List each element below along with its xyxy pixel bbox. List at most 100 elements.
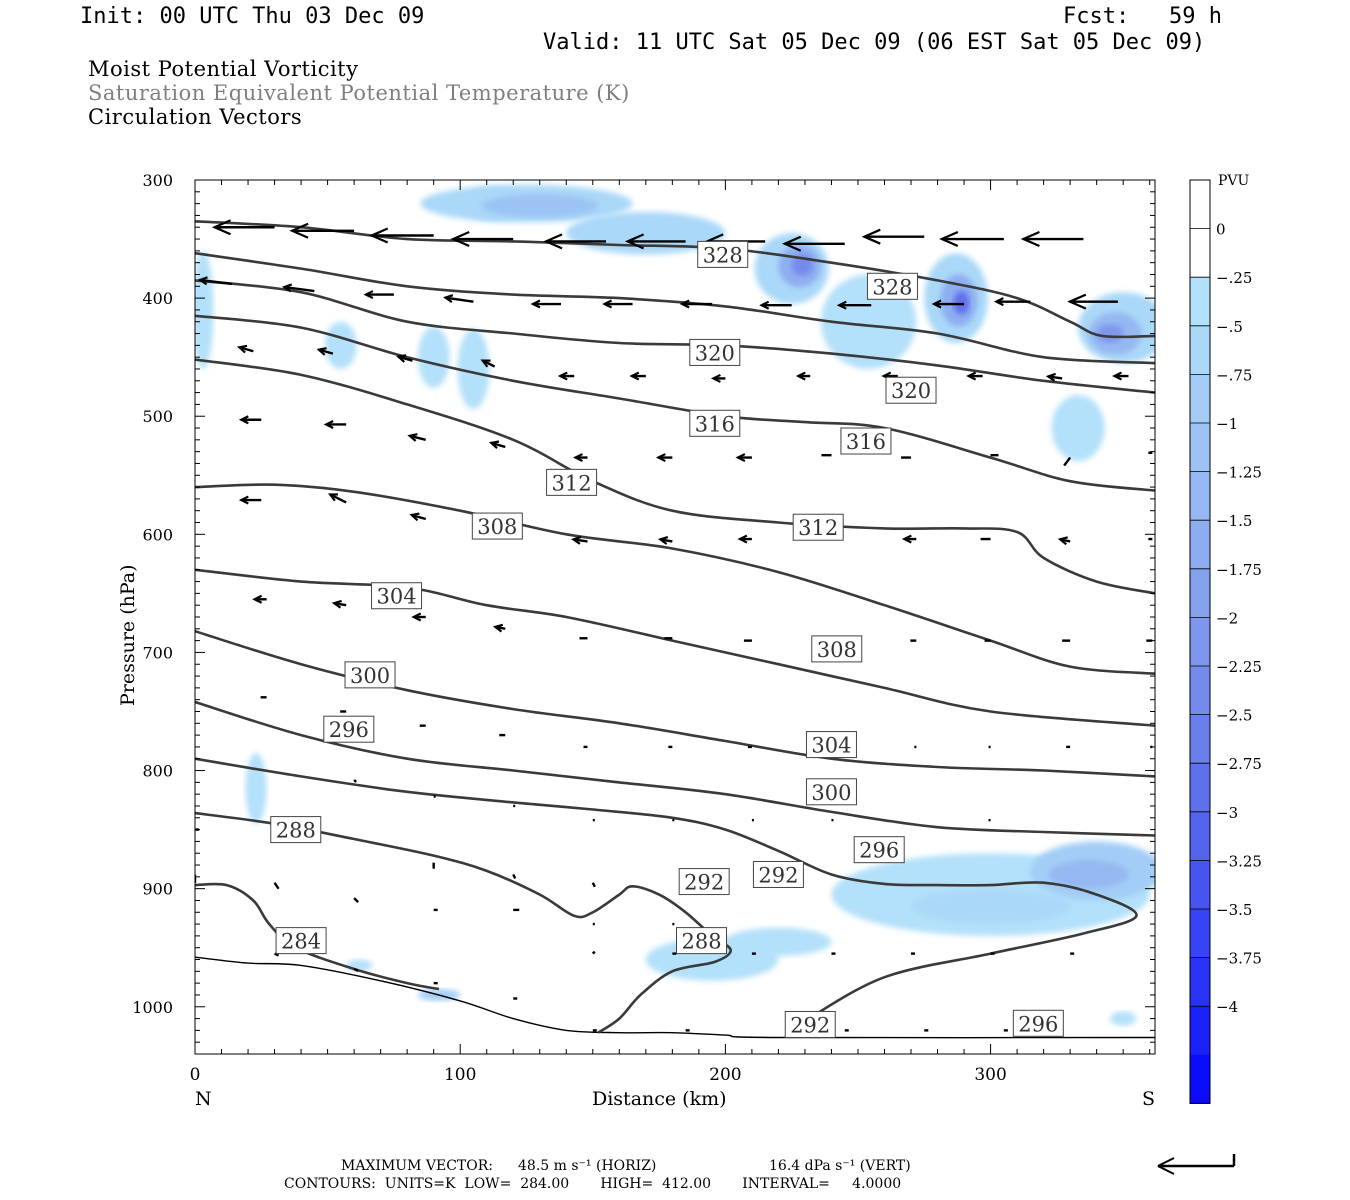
colorbar-swatch (1190, 763, 1210, 813)
contour-label-box (676, 927, 728, 955)
circulation-vector (273, 882, 280, 890)
circulation-vector (557, 371, 575, 381)
colorbar-label: −1.5 (1216, 512, 1252, 530)
y-tick-label: 900 (142, 880, 173, 899)
colorbar-swatch (1190, 714, 1210, 764)
colorbar-label: −2 (1216, 609, 1238, 627)
circulation-vector (591, 950, 596, 955)
contour-label-box (1012, 1009, 1064, 1037)
vector-head (450, 231, 470, 248)
theta-contour (195, 279, 1155, 394)
circulation-vector (710, 373, 726, 383)
contour-label-text: 308 (817, 638, 857, 662)
y-tick-label: 500 (142, 407, 173, 426)
contour-label-box (344, 661, 396, 689)
circulation-vector (781, 235, 845, 252)
circulation-vector (135, 214, 195, 228)
circulation-vector (655, 453, 673, 463)
contour-label: 328 (866, 272, 918, 300)
pv-blob (1051, 394, 1105, 462)
colorbar-swatch (1190, 811, 1210, 861)
vector-head (316, 347, 327, 356)
vector-shaft (591, 882, 596, 888)
circulation-vector (861, 228, 925, 245)
contour-label-text: 328 (703, 243, 743, 267)
vector-head (781, 235, 802, 252)
colorbar-swatch (1190, 1006, 1210, 1056)
contour-label-text: 328 (872, 275, 912, 299)
contour-label-box (689, 338, 741, 366)
y-tick-label: 400 (142, 289, 173, 308)
circulation-vector (238, 495, 262, 505)
contour-label-box (805, 731, 857, 759)
contour-label-text: 296 (859, 839, 899, 863)
contour-label: 312 (792, 513, 844, 541)
circulation-vector (966, 371, 983, 381)
vector-head (530, 299, 541, 309)
title-theta-es: Saturation Equivalent Potential Temperat… (88, 81, 630, 105)
contour-label-text: 308 (477, 515, 517, 539)
contour-label: 284 (275, 927, 327, 955)
contour-label-text: 296 (329, 718, 369, 742)
x-tick-label: 0 (190, 1065, 201, 1085)
circulation-vector (993, 297, 1031, 307)
circulation-vector (1045, 372, 1063, 382)
colorbar-label: −1.25 (1216, 464, 1262, 482)
init-time: Init: 00 UTC Thu 03 Dec 09 (80, 4, 425, 29)
vector-head (931, 299, 942, 309)
vector-shaft (353, 967, 359, 973)
vector-head (571, 535, 582, 545)
pv-blob (1109, 1011, 1137, 1026)
vector-head (993, 297, 1004, 307)
contours-info: CONTOURS: UNITS=K LOW= 284.00 HIGH= 412.… (284, 1176, 902, 1192)
circulation-vector (197, 276, 233, 286)
circulation-vector (573, 453, 588, 463)
contour-label: 316 (689, 409, 741, 437)
vector-head (289, 222, 309, 239)
vector-head (135, 214, 151, 228)
contour-label: 300 (805, 778, 857, 806)
circulation-vector (396, 354, 413, 363)
topography-line (195, 956, 1155, 1039)
contour-labels: 284 288 288 292 292 292 296 296 296 300 300 304 304 3… (270, 240, 1064, 1038)
vector-head (735, 453, 746, 463)
colorbar-swatch (1190, 471, 1210, 521)
contour-label-text: 300 (811, 781, 851, 805)
contour-label-box (371, 582, 423, 610)
circulation-vector (252, 594, 267, 604)
contour-label-box (471, 512, 523, 540)
circulation-vector (368, 227, 434, 244)
circulation-vector (480, 359, 496, 368)
colorbar-label: −2.75 (1216, 755, 1262, 773)
y-tick-label: 1000 (132, 998, 173, 1017)
title-moist-pv: Moist Potential Vorticity (88, 57, 359, 81)
theta-contour (195, 483, 1155, 675)
colorbar-swatch (1190, 617, 1210, 667)
vector-shaft (284, 285, 315, 293)
contour-label-box (811, 635, 863, 663)
circulation-vector (353, 897, 359, 903)
colorbar-label: −1.75 (1216, 561, 1262, 579)
x-axis-label: Distance (km) (592, 1088, 727, 1110)
colorbar-swatch (1190, 909, 1210, 959)
vector-head (1112, 371, 1122, 381)
contour-label-box (840, 427, 892, 455)
circulation-vector (211, 219, 275, 236)
theta-contour (195, 700, 1155, 837)
vector-head (543, 233, 563, 250)
x-end-label-right: S (1142, 1088, 1155, 1110)
theta-contour (195, 251, 1155, 365)
x-tick-label: 300 (974, 1065, 1006, 1085)
vector-head (861, 228, 881, 245)
colorbar-swatch (1190, 568, 1210, 618)
contour-label-text: 300 (350, 664, 390, 688)
colorbar-label: −3.25 (1216, 852, 1262, 870)
circulation-vector (939, 231, 1004, 248)
contour-label-text: 316 (695, 412, 735, 436)
contour-label-text: 320 (891, 379, 931, 403)
vector-shaft (329, 493, 347, 504)
pv-blob (457, 328, 490, 410)
vector-head (655, 453, 666, 463)
colorbar-swatch (1190, 860, 1210, 910)
circulation-vector (289, 222, 355, 239)
